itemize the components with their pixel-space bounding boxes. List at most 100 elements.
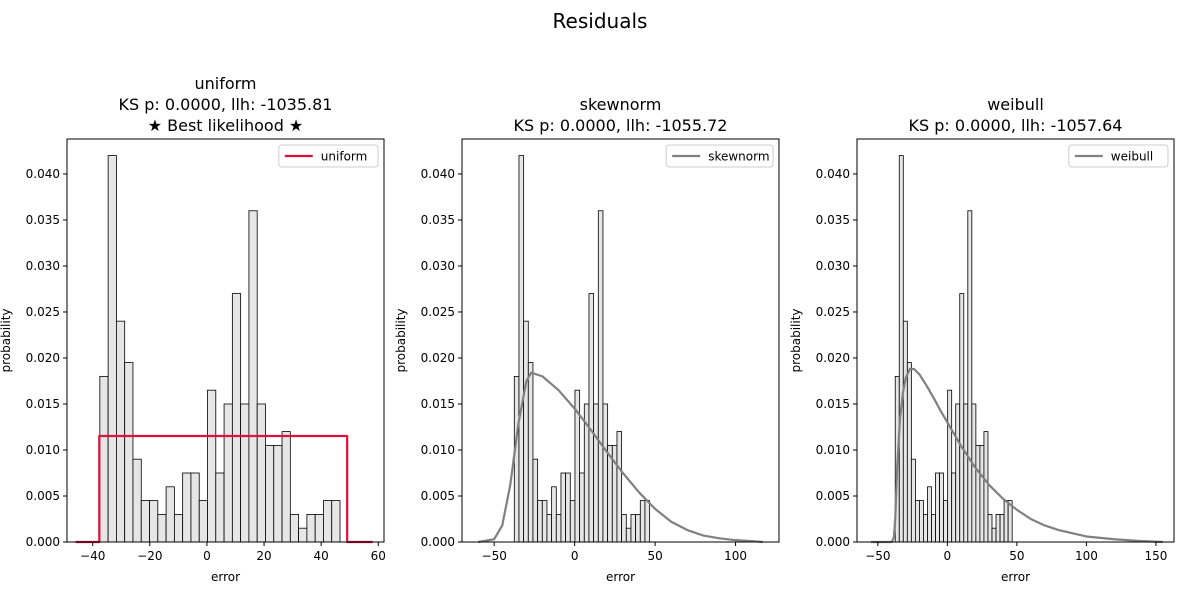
subplot-title-line: ★ Best likelihood ★ <box>148 116 304 135</box>
histogram-bar <box>983 431 989 543</box>
histogram-bar <box>537 500 543 543</box>
x-tick-label: 50 <box>1009 549 1024 563</box>
x-tick-label: 0 <box>203 549 211 563</box>
histogram-bar <box>240 403 250 543</box>
histogram-bar <box>621 513 627 543</box>
histogram-bar <box>931 513 936 543</box>
x-tick-label: 40 <box>314 549 329 563</box>
histogram-bar <box>644 500 651 543</box>
histogram-bar <box>198 500 208 543</box>
histogram-bar <box>190 472 200 543</box>
histogram-bar <box>1003 500 1009 543</box>
y-tick-label: 0.040 <box>816 167 850 181</box>
subplot-1: −50 0 50 100 0.000 0.005 0.010 0.015 0.020 0.025 0… <box>394 95 780 584</box>
histogram-bar <box>323 500 333 543</box>
x-tick-label: 50 <box>647 549 662 563</box>
legend-box <box>1068 144 1169 168</box>
subplot-title-line: KS p: 0.0000, llh: -1035.81 <box>119 95 333 114</box>
subplot-0: −40 −20 0 20 40 60 0.000 0.005 0.010 0.015 0.020 0.… <box>0 74 386 584</box>
x-tick-label: 100 <box>724 549 747 563</box>
y-tick-label: 0.030 <box>816 259 850 273</box>
axes-frame <box>66 138 385 543</box>
histogram-bar <box>939 472 945 543</box>
histogram-bar <box>963 403 969 543</box>
y-tick-label: 0.030 <box>26 259 60 273</box>
x-tick-label: −50 <box>865 549 890 563</box>
y-tick-label: 0.000 <box>421 535 455 549</box>
histogram-bar <box>914 500 920 543</box>
histogram-bar <box>165 486 175 543</box>
legend-label: uniform <box>321 150 368 164</box>
histogram-bar <box>527 362 534 543</box>
histogram-bar <box>298 527 308 543</box>
y-tick-label: 0.005 <box>816 489 850 503</box>
histogram-bar <box>124 362 134 543</box>
x-axis-label: error <box>1001 570 1030 584</box>
histogram-bar <box>513 375 520 543</box>
histogram-bar <box>967 210 973 543</box>
histogram-bar <box>223 403 233 543</box>
axes-frame <box>856 138 1175 543</box>
histogram-bar <box>140 500 150 543</box>
histogram-bar <box>565 472 571 543</box>
histogram-bar <box>991 527 997 543</box>
histogram-bar <box>551 486 557 543</box>
histogram-bar <box>231 293 242 543</box>
histogram-bar <box>951 472 957 543</box>
subplot-title-line: weibull <box>987 95 1044 114</box>
histogram-bar <box>331 500 341 543</box>
fit-curve-weibull <box>870 367 1163 544</box>
histogram-bar <box>173 513 184 543</box>
histogram-bar <box>979 444 985 543</box>
y-tick-label: 0.040 <box>421 167 455 181</box>
x-axis-label: error <box>606 570 635 584</box>
histogram-bar <box>919 500 924 543</box>
legend-box <box>278 144 379 168</box>
fit-curve-skewnorm <box>477 371 763 544</box>
histogram-bar <box>927 486 932 543</box>
histogram-bar <box>588 293 595 543</box>
histogram-bar <box>157 513 167 543</box>
subplot-title-line: KS p: 0.0000, llh: -1057.64 <box>909 116 1123 135</box>
histogram-bar <box>149 500 159 543</box>
histogram-bar <box>256 403 266 543</box>
histogram-bar <box>116 320 126 543</box>
histogram-bar <box>995 513 1001 543</box>
axes-frame <box>461 138 780 543</box>
histogram-bar <box>597 210 604 543</box>
y-tick-label: 0.010 <box>421 443 455 457</box>
y-tick-label: 0.040 <box>26 167 60 181</box>
histogram-bar <box>265 444 275 543</box>
histogram-bar <box>555 513 562 543</box>
histogram-bar <box>182 472 192 543</box>
x-tick-label: 100 <box>1075 549 1098 563</box>
subplot-title-line: KS p: 0.0000, llh: -1055.72 <box>514 116 728 135</box>
histogram-bar <box>248 210 258 543</box>
histogram-bar <box>616 431 623 543</box>
histogram-bar <box>215 472 225 543</box>
histogram-bar <box>971 403 977 543</box>
y-tick-label: 0.005 <box>26 489 60 503</box>
histogram-bar <box>314 513 324 543</box>
y-tick-label: 0.025 <box>421 305 455 319</box>
y-axis-label: probability <box>394 308 408 372</box>
histogram-bar <box>625 527 632 543</box>
subplot-title-line: skewnorm <box>580 95 662 114</box>
y-tick-label: 0.035 <box>421 213 455 227</box>
histogram-bar <box>906 362 912 543</box>
histogram-bar <box>959 293 965 543</box>
histogram-bar <box>523 320 529 543</box>
x-tick-label: 60 <box>371 549 386 563</box>
histogram-bar <box>281 431 291 543</box>
histogram-bar <box>602 403 609 543</box>
x-tick-label: 0 <box>944 549 952 563</box>
histogram-bar <box>947 389 953 543</box>
histogram-bar <box>289 513 300 543</box>
x-tick-label: −50 <box>482 549 507 563</box>
histogram-bar <box>593 403 599 543</box>
histogram-bar <box>898 155 904 543</box>
histogram-bar <box>560 472 567 543</box>
subplot-title-line: uniform <box>194 74 256 93</box>
y-tick-label: 0.035 <box>26 213 60 227</box>
y-tick-label: 0.015 <box>816 397 850 411</box>
